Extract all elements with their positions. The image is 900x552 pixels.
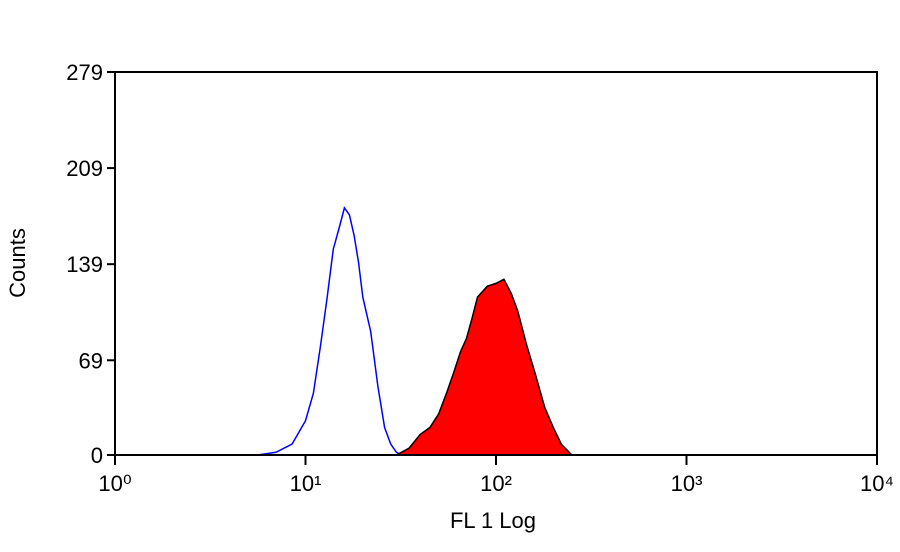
y-tick-label: 139 [66, 252, 103, 277]
x-tick-label: 10⁰ [98, 471, 131, 496]
y-tick-label: 209 [66, 156, 103, 181]
x-axis-label: FL 1 Log [450, 508, 536, 533]
x-tick-label: 10¹ [290, 471, 322, 496]
x-tick-label: 10³ [671, 471, 703, 496]
histogram-curve [396, 278, 574, 456]
y-axis-label: Counts [5, 228, 30, 298]
x-tick-label: 10⁴ [860, 471, 894, 496]
y-tick-label: 0 [91, 443, 103, 468]
y-tick-label: 279 [66, 60, 103, 85]
x-tick-label: 10² [480, 471, 512, 496]
histogram-curve [257, 206, 403, 456]
y-tick-label: 69 [79, 348, 103, 373]
